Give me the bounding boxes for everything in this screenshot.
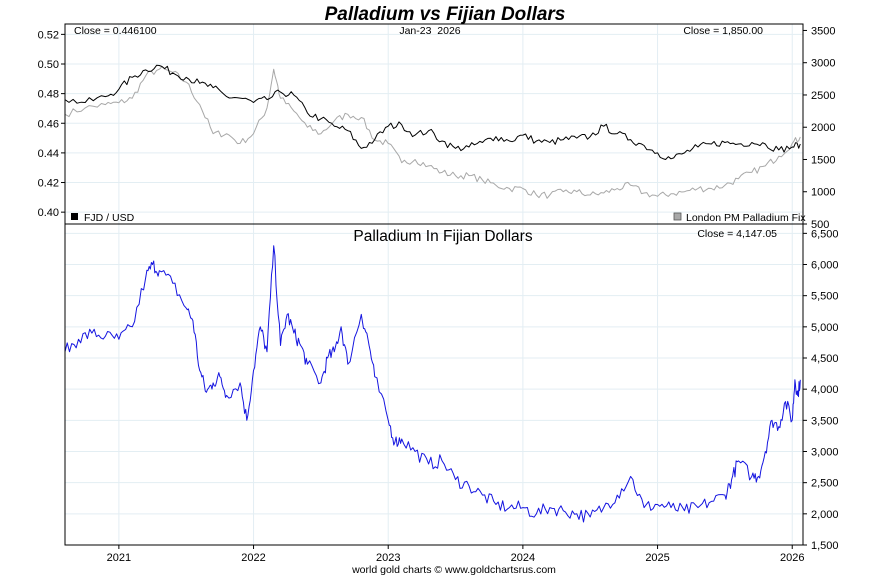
bottom-right-tick-label: 4,000 (811, 384, 839, 396)
top-close-right: Close = 1,850.00 (683, 25, 763, 37)
x-axis: 2021 2022 2023 2024 2025 2026 (107, 545, 804, 564)
legend-fjd-swatch (71, 213, 78, 220)
legend-fjd-label: FJD / USD (84, 212, 135, 224)
bottom-right-tick-label: 3,500 (811, 415, 839, 427)
top-right-tick-label: 3000 (811, 58, 835, 70)
top-right-tick-label: 1500 (811, 154, 835, 166)
bottom-right-tick-label: 5,500 (811, 291, 839, 303)
top-right-tick-label: 2500 (811, 90, 835, 102)
bottom-right-tick-label: 5,000 (811, 322, 839, 334)
top-panel-grid (65, 24, 803, 224)
bottom-right-axis: 1,500 2,000 2,500 3,000 3,500 4,000 4,500 5,000… (803, 228, 839, 552)
bottom-right-tick-label: 6,000 (811, 260, 839, 272)
bottom-close-label: Close = 4,147.05 (697, 228, 777, 240)
palladium-fjd-series (64, 245, 801, 523)
top-right-tick-label: 3500 (811, 25, 835, 37)
x-tick-label: 2021 (107, 552, 131, 564)
top-left-tick-label: 0.40 (38, 207, 59, 219)
bottom-right-tick-label: 4,500 (811, 353, 839, 365)
top-left-tick-label: 0.50 (38, 59, 59, 71)
fjd-usd-series (64, 64, 801, 160)
bottom-right-tick-label: 3,000 (811, 447, 839, 459)
x-tick-label: 2025 (645, 552, 669, 564)
top-left-tick-label: 0.48 (38, 89, 59, 101)
top-left-tick-label: 0.44 (38, 148, 59, 160)
top-left-tick-label: 0.42 (38, 178, 59, 190)
palladium-fjd-line (64, 245, 801, 523)
fjd-usd-line (64, 64, 801, 160)
palladium-fix-line (64, 66, 801, 199)
top-left-axis: 0.40 0.42 0.44 0.46 0.48 0.50 0.52 (38, 29, 65, 219)
bottom-right-tick-label: 6,500 (811, 228, 839, 240)
top-right-tick-label: 1000 (811, 187, 835, 199)
palladium-fix-series (64, 66, 801, 199)
top-date-label: Jan-23 2026 (399, 25, 460, 37)
top-right-axis: 500 1000 1500 2000 2500 3000 3500 (803, 25, 835, 231)
legend-palladium-label: London PM Palladium Fix (686, 212, 806, 224)
x-tick-label: 2022 (241, 552, 265, 564)
top-left-tick-label: 0.52 (38, 29, 59, 41)
footer-credit: world gold charts © www.goldchartsrus.co… (351, 564, 556, 575)
bottom-right-tick-label: 1,500 (811, 540, 839, 552)
top-right-tick-label: 2000 (811, 122, 835, 134)
bottom-right-tick-label: 2,000 (811, 509, 839, 521)
x-tick-label: 2024 (511, 552, 535, 564)
x-tick-label: 2026 (780, 552, 804, 564)
top-right-tick-label: 500 (811, 219, 829, 231)
bottom-panel-title: Palladium In Fijian Dollars (353, 228, 532, 245)
bottom-panel-frame (64, 223, 804, 546)
bottom-right-tick-label: 2,500 (811, 478, 839, 490)
chart-title: Palladium vs Fijian Dollars (325, 4, 566, 25)
legend-palladium-swatch (673, 212, 682, 221)
top-close-left: Close = 0.446100 (74, 25, 157, 37)
top-left-tick-label: 0.46 (38, 118, 59, 130)
x-tick-label: 2023 (376, 552, 400, 564)
